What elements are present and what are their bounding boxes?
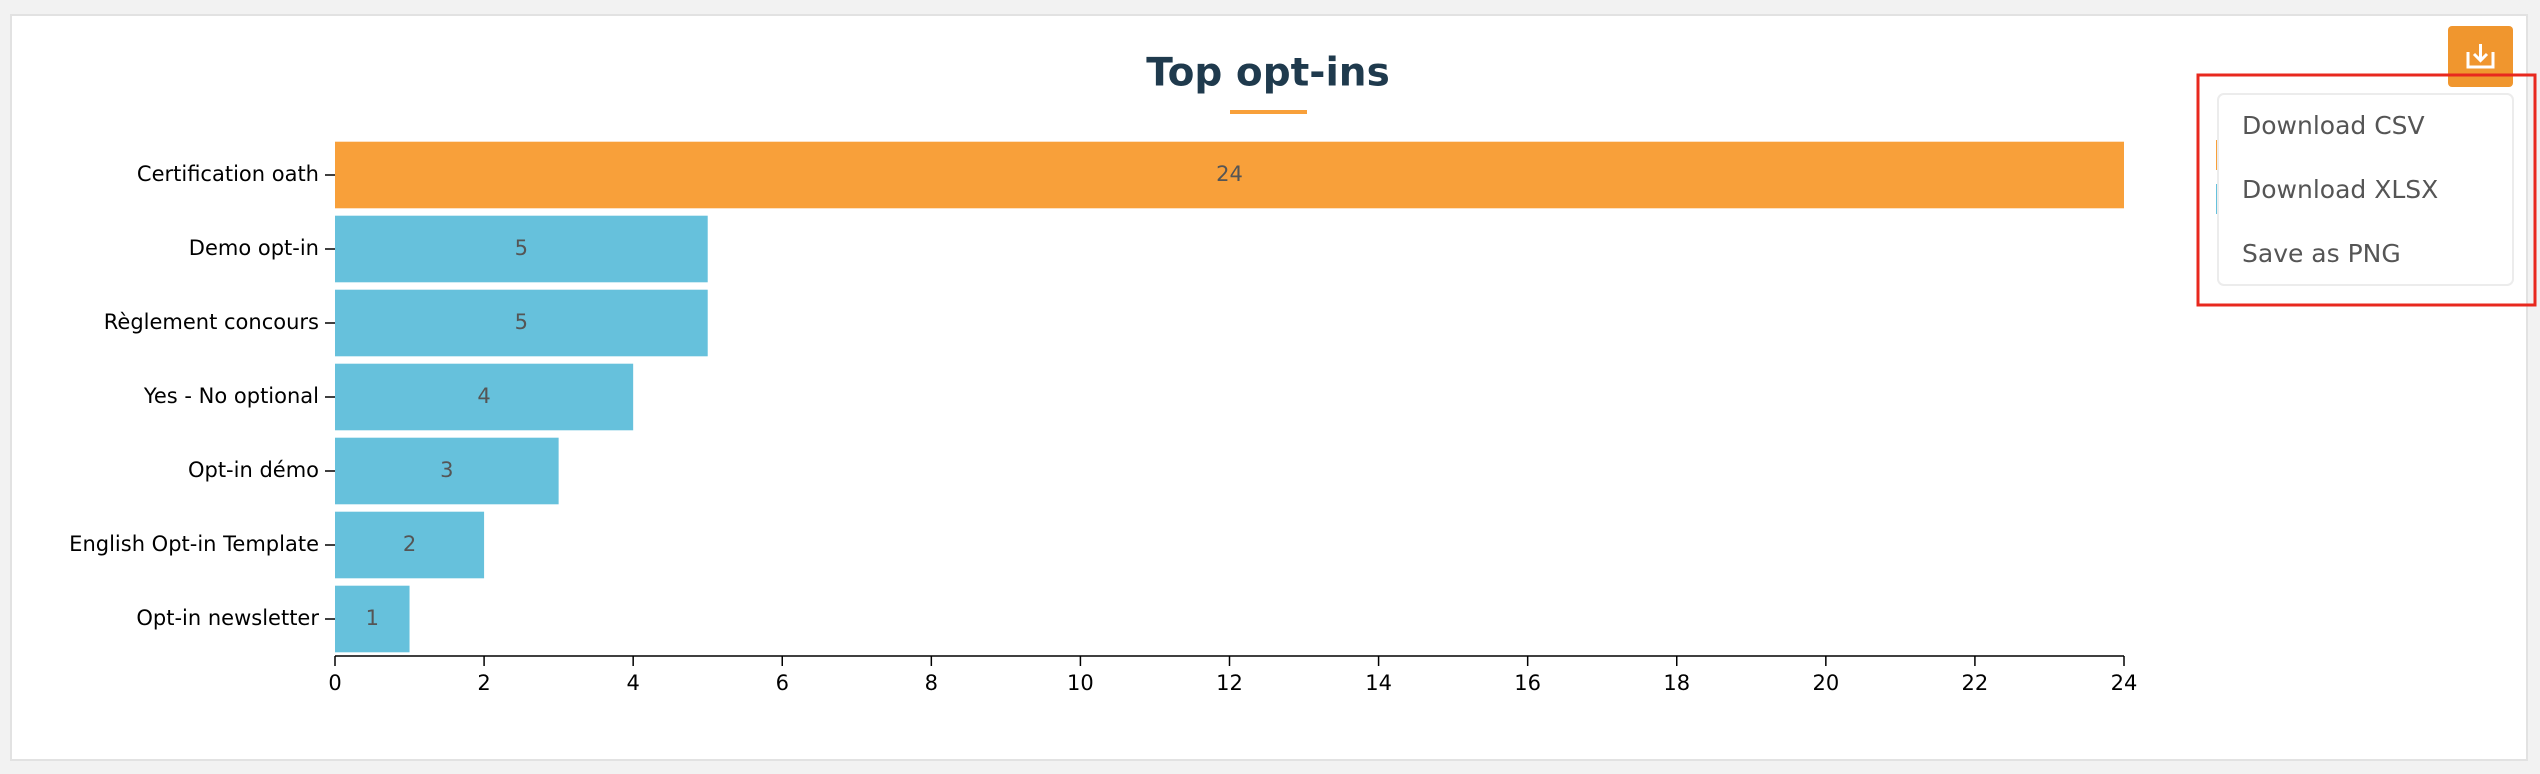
bar [335,215,708,283]
x-tick-label: 6 [776,671,789,695]
menu-item[interactable]: Download CSV [2242,111,2425,140]
bar-value-label: 24 [1216,162,1243,186]
y-tick-label: English Opt-in Template [69,532,319,556]
highlight-box [2196,73,2537,307]
bar [335,289,708,357]
bar-value-label: 1 [366,606,379,630]
menu-items: Download CSV Download XLSX Save as PNG [2242,111,2438,268]
y-tick-label: Yes - No optional [143,384,319,408]
x-tick-label: 4 [626,671,639,695]
x-tick-label: 18 [1663,671,1690,695]
y-tick-label: Opt-in démo [188,458,319,482]
bar [335,511,485,579]
chart-title: Top opt-ins [1146,51,1390,96]
x-tick-label: 8 [925,671,938,695]
menu-item[interactable]: Download XLSX [2242,175,2438,204]
x-tick-label: 14 [1365,671,1392,695]
menu-item[interactable]: Save as PNG [2242,239,2401,268]
title-underline [1230,110,1307,114]
bar-value-label: 5 [515,236,528,260]
bar-value-label: 5 [515,310,528,334]
y-tick-label: Opt-in newsletter [136,606,319,630]
y-tick-label: Certification oath [137,162,319,186]
x-tick-label: 24 [2111,671,2138,695]
x-tick-label: 20 [1812,671,1839,695]
bar-value-label: 4 [477,384,490,408]
x-tick-label: 10 [1067,671,1094,695]
download-icon [2466,44,2495,69]
bar [335,437,559,505]
bar [335,141,2124,209]
x-tick-label: 22 [1962,671,1989,695]
x-tick-label: 0 [328,671,341,695]
bar [335,363,634,431]
x-tick-label: 2 [477,671,490,695]
y-tick-label: Demo opt-in [189,236,319,260]
bar-value-label: 3 [440,458,453,482]
x-tick-label: 12 [1216,671,1243,695]
bar [335,585,410,653]
x-tick-label: 16 [1514,671,1541,695]
y-tick-label: Règlement concours [104,310,319,334]
dropdown-menu [2217,93,2514,286]
bar-value-label: 2 [403,532,416,556]
